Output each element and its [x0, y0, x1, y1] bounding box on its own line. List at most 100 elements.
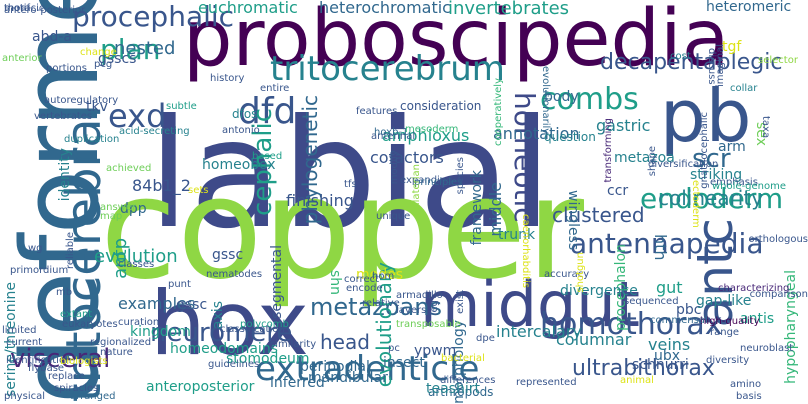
word: anterior	[2, 53, 42, 64]
word: relative	[362, 298, 400, 309]
word: cooperatively	[493, 78, 504, 146]
word: correct	[344, 274, 380, 285]
word: antennal	[371, 131, 416, 142]
word: features	[356, 106, 398, 117]
word: expanding	[400, 175, 453, 186]
word: segmental	[269, 245, 285, 319]
word: curation	[118, 317, 160, 328]
word: gap-like	[696, 293, 752, 309]
word: shape	[647, 146, 658, 177]
word: insect	[383, 355, 425, 371]
word: metazoa	[614, 150, 675, 166]
word: bilaterian	[411, 164, 422, 212]
word: extant	[60, 309, 93, 320]
word: striking	[690, 167, 743, 183]
word: represented	[516, 377, 577, 388]
word: evolutionarily	[540, 66, 551, 135]
word: 84b1_2	[132, 176, 191, 195]
word: schnurri	[632, 357, 689, 373]
word: sequenced	[624, 296, 679, 307]
word: neuroblast	[740, 343, 794, 354]
word: arm	[718, 139, 746, 155]
word: caenorhabditis	[520, 214, 531, 289]
word: characterizing	[718, 283, 790, 294]
word: metazoans	[310, 293, 442, 321]
word: thoracic	[4, 3, 45, 14]
word: evolution	[94, 246, 178, 267]
word: comparison	[749, 289, 808, 300]
word: history	[210, 73, 245, 84]
word: achieved	[106, 163, 152, 174]
word: invertebrates	[448, 0, 570, 19]
word: wg	[28, 243, 43, 254]
word: reliable	[65, 232, 76, 270]
word: duplication	[64, 134, 120, 145]
word: homeobox	[202, 157, 276, 173]
word: ccr	[607, 183, 629, 199]
word: bacterial	[441, 353, 485, 364]
word: procephalic	[72, 0, 235, 33]
word: physical	[4, 391, 45, 402]
word: classification	[220, 324, 285, 335]
word: exist	[455, 290, 466, 314]
word: ectoderm	[690, 180, 701, 228]
word: amino	[730, 379, 762, 390]
word: limited	[2, 325, 37, 336]
word: motif	[4, 3, 31, 14]
word: teashirt	[426, 381, 480, 397]
word: whole-genome	[712, 181, 787, 192]
word: pbc	[676, 302, 702, 318]
word: gssc	[212, 247, 244, 263]
word: orthologous	[748, 234, 808, 245]
word: kingdom	[130, 324, 191, 340]
word: neuromere	[150, 318, 293, 348]
word: selector	[758, 55, 798, 66]
word: emphasis	[710, 177, 758, 188]
word: shn	[327, 270, 343, 296]
word: discuss	[706, 48, 717, 85]
word: arthropods	[428, 385, 494, 399]
word: hth	[651, 234, 670, 261]
word: accuracy	[544, 269, 590, 280]
word: map	[100, 211, 123, 222]
word: autoregulatory	[44, 95, 119, 106]
word: question	[544, 130, 596, 144]
word: euchromatic	[198, 0, 298, 17]
word: eukaryotes	[62, 319, 118, 330]
word: homothorax	[540, 307, 723, 342]
word: consideration	[400, 99, 482, 113]
word: gsscs	[98, 51, 137, 67]
word: commensal	[650, 315, 708, 326]
word: modify	[389, 150, 400, 185]
word: scr	[692, 144, 731, 174]
word: pc	[388, 343, 400, 354]
word: hoxb-1	[374, 127, 409, 138]
word: transposable	[396, 319, 461, 330]
word: answer	[100, 202, 137, 213]
word: wingless	[565, 190, 581, 251]
word: heteromeric	[706, 0, 792, 15]
word: antennapedia	[570, 227, 764, 260]
word: biologists	[60, 356, 108, 367]
word: leg	[429, 300, 440, 316]
word: combs	[540, 82, 639, 117]
word: guidelines	[208, 359, 260, 370]
word: examples	[118, 294, 196, 313]
word: endoderm	[640, 182, 784, 215]
word: polycomb	[240, 319, 289, 330]
word: gastric	[596, 116, 651, 135]
word: plan	[100, 33, 161, 66]
word: dfos	[232, 107, 258, 121]
word: gnathocephalic	[699, 112, 710, 189]
word: gut	[656, 278, 683, 297]
word: labial	[148, 88, 553, 262]
word: tfs	[344, 179, 357, 190]
word: diversity	[706, 355, 750, 366]
word: flybase	[28, 363, 65, 374]
word: primordium	[10, 265, 69, 276]
word: exd	[108, 97, 167, 135]
word: tritocerebrum	[270, 49, 505, 89]
word: amphioxus	[382, 126, 470, 145]
word: divergence	[560, 283, 638, 299]
